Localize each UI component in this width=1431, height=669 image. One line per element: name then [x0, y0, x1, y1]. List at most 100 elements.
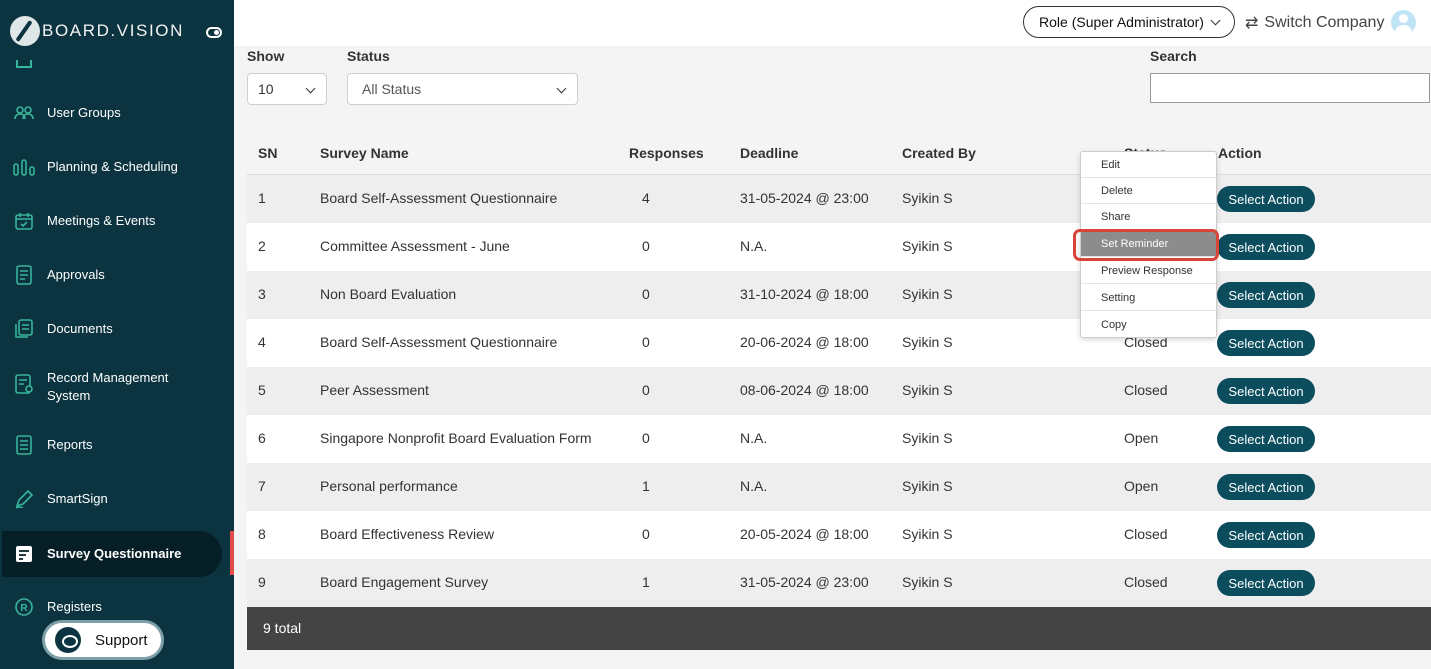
logo-mark-icon [10, 16, 40, 46]
active-nav-marker [230, 531, 234, 575]
sidebar-item-planning[interactable]: Planning & Scheduling [0, 156, 226, 178]
support-label: Support [95, 631, 148, 649]
chevron-down-icon [305, 83, 316, 94]
sidebar-item-survey-questionnaire[interactable]: Survey Questionnaire [2, 531, 222, 577]
search-input[interactable] [1150, 73, 1430, 103]
table-row: 6 Singapore Nonprofit Board Evaluation F… [247, 415, 1431, 463]
table-row: 1 Board Self-Assessment Questionnaire 4 … [247, 175, 1431, 223]
sidebar-item-reports[interactable]: Reports [0, 434, 226, 456]
cell-created-by: Syikin S [902, 478, 953, 494]
cell-created-by: Syikin S [902, 430, 953, 446]
cell-responses: 0 [642, 430, 650, 446]
cell-survey-name[interactable]: Board Self-Assessment Questionnaire [320, 190, 558, 206]
role-dropdown[interactable]: Role (Super Administrator) [1023, 6, 1235, 38]
sidebar-item-registers[interactable]: R Registers [0, 596, 226, 618]
menu-item-edit[interactable]: Edit [1081, 152, 1216, 178]
cell-deadline: 20-05-2024 @ 18:00 [740, 526, 869, 542]
menu-item-copy[interactable]: Copy [1101, 319, 1127, 331]
select-action-button[interactable]: Select Action [1217, 570, 1315, 596]
sidebar-item-label: Reports [47, 437, 93, 452]
cell-sn: 1 [258, 190, 266, 206]
sidebar-item-record-management[interactable]: Record Management System [0, 368, 226, 406]
menu-item-preview-response[interactable]: Preview Response [1081, 258, 1216, 284]
action-dropdown-menu: Edit Delete Share Set Reminder Preview R… [1080, 151, 1217, 338]
status-filter-value: All Status [362, 81, 422, 97]
sidebar-item-label: Meetings & Events [47, 213, 156, 228]
sidebar-toggle-icon[interactable] [206, 27, 222, 38]
column-header-sn[interactable]: SN [258, 145, 278, 161]
table-footer: 9 total [247, 607, 1431, 650]
cell-deadline: 08-06-2024 @ 18:00 [740, 382, 869, 398]
cell-survey-name[interactable]: Non Board Evaluation [320, 286, 457, 302]
cell-responses: 0 [642, 526, 650, 542]
sidebar-item-smartsign[interactable]: SmartSign [0, 488, 226, 510]
show-label: Show [247, 48, 285, 64]
table-row: 8 Board Effectiveness Review 0 20-05-202… [247, 511, 1431, 559]
record-icon [13, 373, 35, 395]
cell-sn: 3 [258, 286, 266, 302]
role-label: Role (Super Administrator) [1039, 14, 1204, 30]
column-header-deadline[interactable]: Deadline [740, 145, 799, 161]
sidebar-item-documents[interactable]: Documents [0, 318, 226, 340]
menu-item-share[interactable]: Share [1081, 204, 1216, 230]
pen-icon [13, 488, 35, 510]
chat-icon [55, 627, 81, 653]
table-row: 2 Committee Assessment - June 0 N.A. Syi… [247, 223, 1431, 271]
brand-logo[interactable]: BOARD.VISION [10, 16, 184, 46]
select-action-button[interactable]: Select Action [1217, 186, 1315, 212]
sidebar-item-label: Record Management System [47, 370, 169, 403]
sidebar-item-approvals[interactable]: Approvals [0, 264, 226, 286]
column-header-responses[interactable]: Responses [629, 145, 704, 161]
column-header-survey-name[interactable]: Survey Name [320, 145, 409, 161]
cell-survey-name[interactable]: Board Engagement Survey [320, 574, 489, 590]
show-entries-select[interactable]: 10 [247, 73, 327, 105]
sidebar-item-user-groups[interactable]: User Groups [0, 102, 226, 124]
sidebar-item-label: Approvals [47, 267, 105, 282]
select-action-button[interactable]: Select Action [1217, 282, 1315, 308]
cell-survey-name[interactable]: Board Self-Assessment Questionnaire [320, 334, 558, 350]
table-row: 7 Personal performance 1 N.A. Syikin S O… [247, 463, 1431, 511]
cell-survey-name[interactable]: Singapore Nonprofit Board Evaluation For… [320, 430, 592, 446]
column-header-created-by[interactable]: Created By [902, 145, 976, 161]
top-header: Role (Super Administrator) ⇄ Switch Comp… [234, 0, 1431, 46]
menu-item-set-reminder[interactable]: Set Reminder [1081, 231, 1216, 257]
cell-survey-name[interactable]: Committee Assessment - June [320, 238, 510, 254]
cell-responses: 0 [642, 286, 650, 302]
calendar-check-icon [13, 210, 35, 232]
switch-company-label: Switch Company [1264, 14, 1385, 31]
cell-sn: 6 [258, 430, 266, 446]
select-action-button[interactable]: Select Action [1217, 474, 1315, 500]
select-action-button[interactable]: Select Action [1217, 378, 1315, 404]
cell-sn: 9 [258, 574, 266, 590]
registered-icon: R [13, 596, 35, 618]
sidebar-item-meetings[interactable]: Meetings & Events [0, 210, 226, 232]
switch-company-button[interactable]: ⇄ Switch Company [1245, 13, 1384, 33]
avatar[interactable] [1391, 10, 1416, 35]
table-row: 9 Board Engagement Survey 1 31-05-2024 @… [247, 559, 1431, 607]
cell-status: Closed [1124, 574, 1168, 590]
cell-survey-name[interactable]: Personal performance [320, 478, 458, 494]
cell-created-by: Syikin S [902, 334, 953, 350]
status-filter-label: Status [347, 48, 390, 64]
cell-sn: 8 [258, 526, 266, 542]
cell-created-by: Syikin S [902, 382, 953, 398]
svg-text:R: R [20, 603, 28, 614]
table-row: 5 Peer Assessment 0 08-06-2024 @ 18:00 S… [247, 367, 1431, 415]
cell-status: Open [1124, 478, 1159, 494]
support-button[interactable]: Support [42, 620, 164, 660]
cell-survey-name[interactable]: Peer Assessment [320, 382, 429, 398]
select-action-button[interactable]: Select Action [1217, 522, 1315, 548]
cell-created-by: Syikin S [902, 574, 953, 590]
select-action-button[interactable]: Select Action [1217, 330, 1315, 356]
select-action-button[interactable]: Select Action [1217, 426, 1315, 452]
cell-status: Open [1124, 430, 1159, 446]
menu-item-setting[interactable]: Setting [1081, 285, 1216, 311]
cell-deadline: 31-05-2024 @ 23:00 [740, 190, 869, 206]
menu-item-delete[interactable]: Delete [1081, 178, 1216, 204]
cell-created-by: Syikin S [902, 238, 953, 254]
select-action-button[interactable]: Select Action [1217, 234, 1315, 260]
cell-responses: 1 [642, 574, 650, 590]
status-filter-select[interactable]: All Status [347, 73, 578, 105]
cell-survey-name[interactable]: Board Effectiveness Review [320, 526, 495, 542]
cell-deadline: N.A. [740, 238, 768, 254]
